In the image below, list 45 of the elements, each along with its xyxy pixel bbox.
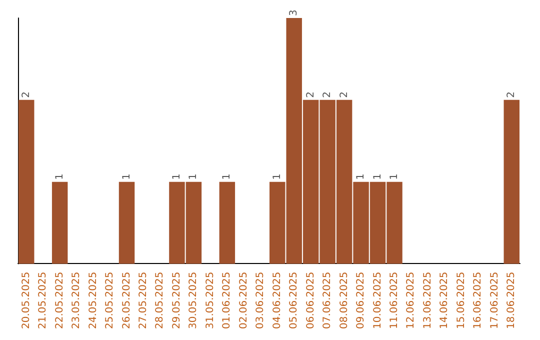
data-label: 3: [288, 10, 300, 16]
data-label: 1: [356, 173, 367, 180]
data-label: 1: [188, 173, 200, 180]
x-tick-label: 02.06.2025: [238, 272, 250, 330]
x-tick-label: 27.05.2025: [138, 272, 149, 330]
x-tick-label: 26.05.2025: [121, 272, 132, 330]
x-tick-label: 14.06.2025: [439, 272, 450, 330]
x-tick-label: 16.06.2025: [472, 272, 484, 330]
data-label: 1: [222, 173, 233, 180]
x-tick-label: 29.05.2025: [171, 272, 182, 330]
data-label: 1: [389, 173, 400, 180]
x-tick-label: 13.06.2025: [422, 272, 434, 330]
data-label: 2: [338, 92, 350, 98]
x-tick-label: 03.06.2025: [255, 272, 266, 330]
data-label: 1: [272, 173, 283, 180]
x-tick-label: 12.06.2025: [406, 272, 417, 330]
x-tick-label: 10.06.2025: [372, 272, 384, 330]
data-label: 1: [171, 173, 182, 180]
x-tick-label: 06.06.2025: [305, 272, 316, 330]
data-label: 1: [54, 173, 66, 180]
x-tick-label: 17.06.2025: [489, 272, 500, 330]
data-label: 2: [506, 92, 518, 98]
data-label: 2: [322, 92, 334, 98]
x-tick-label: 05.06.2025: [288, 272, 300, 330]
x-tick-label: 09.06.2025: [356, 272, 367, 330]
data-label: 1: [121, 173, 132, 180]
data-label: 1: [372, 173, 384, 180]
x-tick-label: 11.06.2025: [389, 272, 400, 330]
x-tick-label: 30.05.2025: [188, 272, 200, 330]
x-tick-label: 28.05.2025: [154, 272, 166, 330]
x-tick-label: 20.05.2025: [20, 272, 32, 330]
x-tick-label: 18.06.2025: [506, 272, 518, 330]
x-tick-label: 04.06.2025: [272, 272, 283, 330]
x-tick-label: 24.05.2025: [88, 272, 99, 330]
x-tick-label: 07.06.2025: [322, 272, 334, 330]
x-tick-label: 23.05.2025: [71, 272, 82, 330]
data-label: 2: [20, 92, 32, 98]
x-tick-label: 22.05.2025: [54, 272, 66, 330]
x-tick-label: 25.05.2025: [104, 272, 116, 330]
x-tick-label: 15.06.2025: [456, 272, 467, 330]
x-tick-label: 31.05.2025: [204, 272, 216, 330]
x-tick-label: 21.05.2025: [38, 272, 49, 330]
x-tick-label: 01.06.2025: [222, 272, 233, 330]
x-tick-label: 08.06.2025: [338, 272, 350, 330]
data-label: 2: [305, 92, 316, 98]
